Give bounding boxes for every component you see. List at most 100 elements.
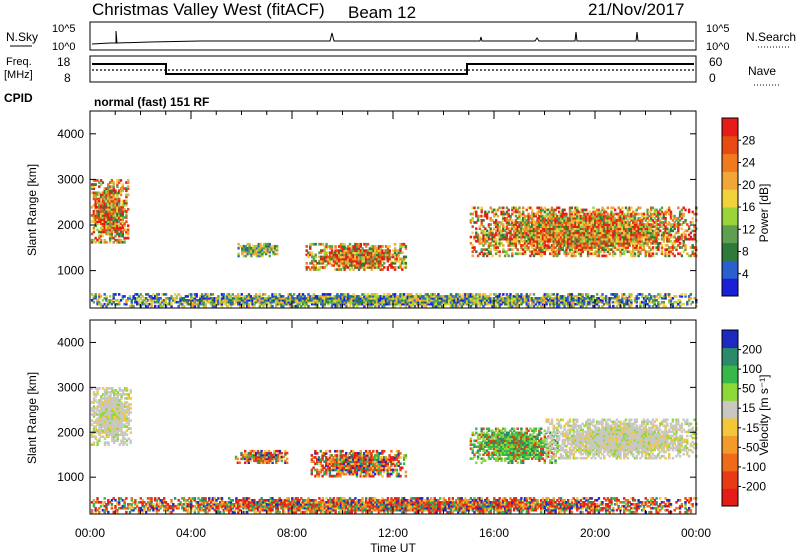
data-cell — [540, 304, 543, 308]
data-cell — [419, 299, 422, 302]
data-cell — [402, 257, 406, 261]
data-cell — [332, 297, 335, 300]
data-cell — [494, 231, 498, 235]
data-cell — [646, 237, 649, 241]
data-cell — [399, 245, 402, 248]
data-cell — [121, 185, 124, 188]
data-cell — [417, 300, 420, 304]
data-cell — [527, 231, 530, 235]
data-cell — [651, 239, 655, 243]
data-cell — [475, 297, 478, 300]
data-cell — [119, 228, 123, 232]
data-cell — [496, 233, 500, 237]
data-cell — [567, 231, 570, 235]
data-cell — [604, 214, 608, 218]
data-cell — [595, 293, 599, 296]
data-cell — [568, 299, 572, 302]
data-cell — [568, 293, 572, 296]
data-cell — [536, 219, 539, 222]
data-cell — [595, 250, 599, 254]
data-cell — [249, 299, 252, 302]
data-cell — [191, 304, 195, 308]
data-cell — [559, 225, 563, 228]
data-cell — [374, 302, 377, 306]
data-cell — [363, 266, 366, 269]
data-cell — [644, 254, 647, 258]
data-cell — [570, 223, 574, 226]
data-cell — [345, 255, 348, 259]
data-cell — [657, 242, 660, 245]
data-cell — [691, 216, 694, 220]
data-cell — [563, 227, 566, 231]
data-cell — [675, 304, 678, 308]
data-cell — [572, 229, 575, 233]
data-cell — [668, 248, 671, 251]
data-cell — [503, 237, 507, 241]
data-cell — [579, 297, 583, 300]
data-cell — [264, 300, 267, 304]
data-cell — [561, 242, 564, 245]
data-cell — [541, 297, 545, 300]
data-cell — [525, 242, 528, 245]
data-cell — [94, 295, 97, 298]
data-cell — [339, 249, 343, 252]
data-cell — [393, 251, 397, 255]
data-cell — [545, 302, 548, 306]
data-cell — [630, 302, 633, 306]
data-cell — [668, 231, 671, 235]
data-cell — [307, 295, 310, 298]
data-cell — [103, 218, 106, 221]
data-cell — [588, 219, 592, 222]
data-cell — [388, 245, 391, 248]
data-cell — [574, 219, 577, 222]
data-cell — [673, 242, 676, 245]
data-cell — [112, 187, 115, 190]
data-cell — [599, 235, 602, 239]
data-cell — [552, 208, 555, 212]
data-cell — [509, 300, 512, 304]
data-cell — [615, 242, 619, 245]
data-cell — [604, 237, 608, 241]
data-cell — [457, 297, 460, 300]
data-cell — [639, 227, 642, 231]
data-cell — [98, 437, 101, 440]
data-cell — [577, 223, 581, 226]
data-cell — [334, 251, 337, 255]
data-cell — [444, 300, 447, 304]
data-cell — [516, 300, 519, 304]
data-cell — [592, 219, 595, 222]
data-cell — [623, 297, 626, 300]
data-cell — [121, 224, 124, 228]
data-cell — [213, 302, 216, 306]
data-cell — [536, 233, 539, 237]
data-cell — [561, 235, 564, 239]
data-cell — [556, 225, 559, 228]
data-cell — [348, 299, 352, 302]
data-cell — [112, 214, 115, 217]
data-cell — [543, 244, 546, 247]
data-cell — [157, 304, 160, 308]
data-cell — [116, 240, 119, 244]
data-cell — [637, 250, 640, 254]
data-cell — [668, 300, 671, 304]
data-cell — [357, 257, 361, 261]
data-cell — [651, 206, 655, 210]
data-cell — [514, 235, 518, 239]
data-cell — [603, 254, 606, 258]
data-cell — [599, 239, 602, 243]
data-cell — [242, 248, 246, 252]
data-cell — [347, 255, 350, 259]
data-cell — [610, 212, 613, 216]
data-cell — [259, 250, 262, 254]
data-cell — [594, 216, 597, 220]
data-cell — [116, 216, 119, 219]
data-cell — [666, 252, 669, 256]
data-cell — [529, 244, 532, 247]
data-cell — [518, 221, 521, 224]
data-cell — [693, 237, 696, 241]
data-cell — [644, 219, 647, 222]
data-cell — [96, 421, 99, 424]
data-cell — [484, 239, 487, 243]
colorbar-segment — [722, 224, 738, 244]
data-cell — [655, 210, 658, 214]
